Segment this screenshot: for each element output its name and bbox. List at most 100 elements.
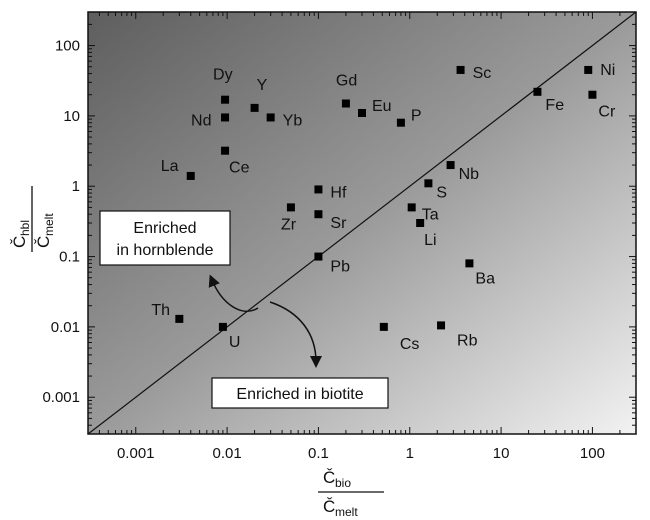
data-point-eu: Eu — [358, 98, 392, 117]
annotation-hornblende: Enriched in hornblende — [99, 210, 231, 266]
one-to-one-line-layer — [87, 11, 637, 435]
y-tick-label: 0.1 — [59, 249, 80, 266]
data-point-nd: Nd — [191, 112, 230, 129]
y-tick-label: 100 — [55, 38, 80, 55]
data-label-y: Y — [257, 77, 268, 94]
data-label-hf: Hf — [330, 184, 347, 201]
y-label-denominator-sub: melt — [42, 213, 56, 236]
y-label-numerator: Č — [10, 236, 29, 248]
data-label-ba: Ba — [475, 270, 495, 287]
annotation-hornblende-line1: Enriched — [133, 220, 196, 237]
y-tick-label: 0.01 — [51, 319, 80, 336]
data-marker-ce — [221, 146, 230, 155]
x-label-numerator-sub: bio — [335, 476, 351, 490]
data-label-zr: Zr — [281, 216, 297, 233]
data-point-dy: Dy — [213, 67, 233, 104]
data-point-u: U — [218, 322, 241, 351]
y-tick-label: 10 — [63, 108, 80, 125]
data-marker-hf — [314, 185, 323, 194]
y-label-denominator: Č — [34, 236, 53, 248]
arrow-to-biotite — [269, 301, 322, 368]
x-tick-label: 1 — [406, 445, 414, 462]
data-marker-nb — [446, 161, 455, 170]
annotation-hornblende-line2: in hornblende — [117, 242, 214, 259]
data-point-ba: Ba — [465, 259, 495, 287]
data-label-nb: Nb — [459, 166, 480, 183]
data-point-sc: Sc — [456, 65, 492, 82]
data-label-th: Th — [151, 302, 170, 319]
data-point-th: Th — [151, 302, 184, 323]
x-tick-label: 10 — [493, 445, 510, 462]
data-point-hf: Hf — [314, 184, 347, 201]
data-label-cs: Cs — [400, 336, 420, 353]
data-marker-yb — [266, 113, 275, 122]
data-label-li: Li — [424, 232, 436, 249]
data-label-ni: Ni — [600, 62, 615, 79]
data-point-p: P — [396, 108, 422, 127]
data-marker-ta — [407, 203, 416, 212]
data-marker-nd — [221, 113, 230, 122]
data-point-li: Li — [416, 219, 437, 249]
data-marker-s — [424, 179, 433, 188]
arrow-to-hornblende — [208, 274, 259, 313]
data-marker-la — [186, 171, 195, 180]
data-label-s: S — [436, 184, 447, 201]
data-marker-cr — [588, 90, 597, 99]
x-axis-label: Č bio Č melt — [318, 468, 384, 519]
data-point-rb: Rb — [437, 321, 478, 349]
data-marker-y — [250, 103, 259, 112]
data-point-la: La — [161, 158, 195, 180]
data-marker-p — [396, 118, 405, 127]
data-point-yb: Yb — [266, 112, 303, 129]
data-point-zr: Zr — [281, 203, 297, 233]
data-point-nb: Nb — [446, 161, 480, 183]
data-label-u: U — [229, 334, 241, 351]
data-marker-dy — [221, 95, 230, 104]
data-marker-zr — [286, 203, 295, 212]
data-marker-ni — [584, 65, 593, 74]
data-label-rb: Rb — [457, 332, 478, 349]
data-label-dy: Dy — [213, 67, 233, 84]
data-label-sc: Sc — [473, 65, 492, 82]
data-marker-sr — [314, 210, 323, 219]
data-point-pb: Pb — [314, 252, 350, 276]
data-label-la: La — [161, 158, 179, 175]
data-marker-ba — [465, 259, 474, 268]
data-point-ta: Ta — [407, 203, 439, 223]
one-to-one-line — [87, 11, 637, 435]
data-point-y: Y — [250, 77, 268, 112]
y-axis-label: Č hbl Č melt — [10, 186, 56, 252]
data-marker-li — [416, 219, 425, 227]
data-label-sr: Sr — [330, 215, 347, 232]
data-marker-rb — [437, 321, 446, 330]
annotation-biotite: Enriched in biotite — [211, 377, 389, 409]
x-label-denominator-sub: melt — [335, 505, 358, 519]
data-label-ce: Ce — [229, 160, 250, 177]
data-point-s: S — [424, 179, 447, 201]
data-label-nd: Nd — [191, 112, 211, 129]
y-label-numerator-sub: hbl — [18, 220, 32, 236]
x-label-numerator: Č — [323, 468, 335, 487]
data-point-cr: Cr — [588, 90, 616, 121]
data-marker-eu — [358, 108, 366, 117]
data-label-fe: Fe — [545, 97, 564, 114]
axis-ticks: 0.001 0.01 0.1 1 10 100 0.001 0.01 0.1 1 10 100 — [42, 11, 637, 462]
y-tick-label: 1 — [72, 178, 80, 195]
x-tick-label: 0.1 — [308, 445, 329, 462]
x-tick-label: 100 — [580, 445, 605, 462]
x-tick-label: 0.01 — [212, 445, 241, 462]
data-label-yb: Yb — [283, 112, 303, 129]
data-point-ce: Ce — [221, 146, 250, 177]
data-marker-pb — [314, 252, 323, 261]
annotation-hornblende-box — [99, 210, 231, 266]
data-point-fe: Fe — [533, 87, 564, 114]
data-label-cr: Cr — [598, 104, 616, 121]
data-marker-fe — [533, 87, 542, 96]
data-label-ta: Ta — [422, 206, 439, 223]
y-tick-label: 0.001 — [42, 389, 80, 406]
data-points: Dy Y Nd Yb Ce La Gd Eu P Sc Fe Ni Cr Hf Zr Sr Pb Nb S Ta Li B… — [151, 62, 616, 353]
data-marker-th — [175, 314, 184, 323]
data-label-pb: Pb — [330, 259, 350, 276]
data-point-gd: Gd — [336, 73, 357, 108]
